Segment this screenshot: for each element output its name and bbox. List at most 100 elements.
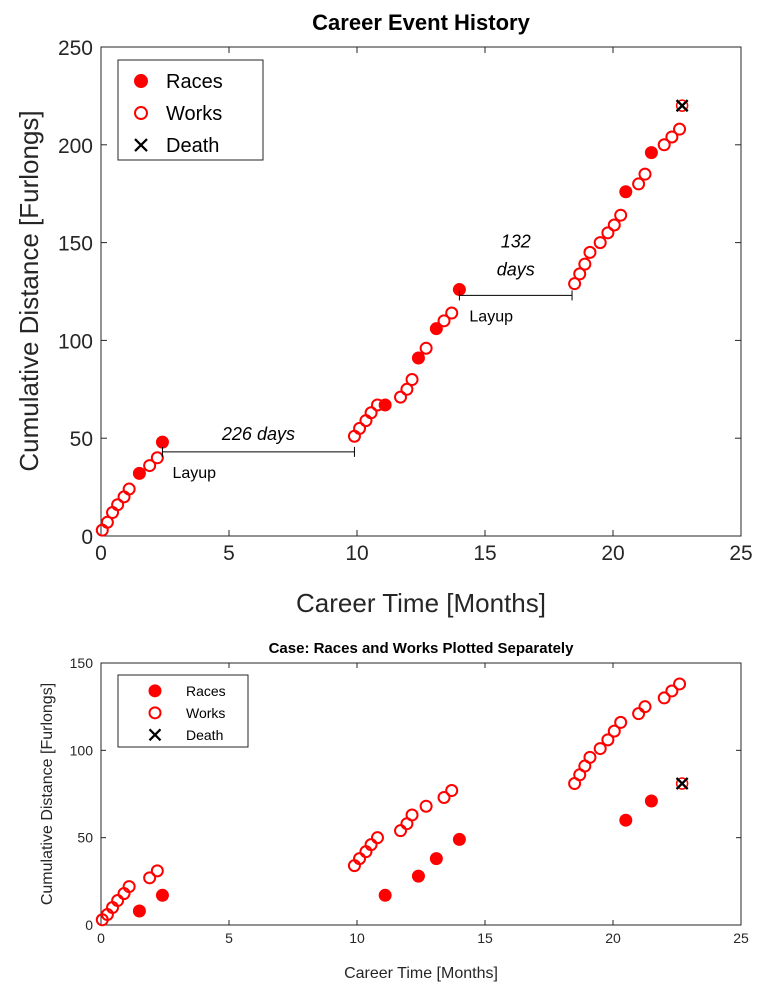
chart2-ytick-label: 0: [85, 917, 93, 933]
chart2-races-point: [132, 904, 146, 918]
chart2-x-axis-label: Career Time [Months]: [344, 965, 498, 982]
chart2-works-point: [150, 864, 164, 878]
chart2-legend-works-marker: [148, 706, 162, 720]
layup-note-label: Layup: [172, 465, 216, 482]
chart1-legend-works-label: Works: [166, 103, 222, 125]
chart2-works-point: [638, 700, 652, 714]
chart1-y-axis-label: Cumulative Distance [Furlongs]: [14, 110, 44, 471]
chart2-legend-races-label: Races: [186, 683, 226, 699]
chart1-works-point: [578, 257, 592, 271]
chart2-races-point: [429, 852, 443, 866]
chart1-works-point: [353, 421, 367, 435]
chart1-death-point: [675, 99, 689, 112]
chart1-works-point: [437, 314, 451, 328]
chart2-works-point: [614, 715, 628, 729]
chart1-legend-death-marker: [134, 138, 148, 152]
chart1-works-point: [632, 177, 646, 191]
chart1-works-point: [673, 122, 687, 136]
chart1-ytick-label: 0: [81, 526, 93, 549]
chart1-works-point: [122, 482, 136, 496]
chart2-xtick-label: 15: [477, 930, 493, 946]
chart1-works-point: [665, 130, 679, 144]
chart2-works-point: [607, 724, 621, 738]
chart1-ytick-label: 250: [58, 37, 93, 60]
chart2-y-axis-label: Cumulative Distance [Furlongs]: [39, 683, 56, 905]
chart1-works-point: [583, 245, 597, 259]
chart2-works-point: [353, 852, 367, 866]
chart1-works-point: [111, 498, 125, 512]
chart2-death-point: [675, 777, 689, 790]
chart2-races-point: [155, 888, 169, 902]
chart2-races-point: [619, 813, 633, 827]
chart1-legend-races-label: Races: [166, 71, 223, 93]
layup-note-label: Layup: [469, 308, 513, 325]
layup-duration-label: 226 days: [221, 424, 295, 444]
chart2-works-point: [111, 894, 125, 908]
chart2-works-point: [370, 831, 384, 845]
chart2-xtick-label: 10: [349, 930, 365, 946]
chart2-legend-works-label: Works: [186, 705, 225, 721]
chart1-races-point: [155, 435, 169, 449]
chart-races-works-separate: Case: Races and Works Plotted Separately…: [39, 640, 749, 982]
chart1-title: Career Event History: [312, 10, 530, 35]
chart2-works-point: [445, 784, 459, 798]
chart1-xtick-label: 25: [729, 542, 752, 565]
chart1-works-point: [657, 138, 671, 152]
chart2-death-point-stroke-b: [675, 777, 689, 790]
chart2-death-ring: [675, 777, 689, 790]
chart1-races-point: [644, 146, 658, 160]
chart2-works-point: [583, 750, 597, 764]
chart2-works-point: [657, 691, 671, 705]
chart2-works-point: [632, 707, 646, 721]
chart2-works-point: [593, 742, 607, 756]
chart1-legend-death-label: Death: [166, 135, 219, 157]
chart2-xtick-label: 5: [225, 930, 233, 946]
chart1-works-point: [607, 218, 621, 232]
chart1-xtick-label: 5: [223, 542, 235, 565]
chart1-works-point: [400, 382, 414, 396]
chart1-xtick-label: 20: [601, 542, 624, 565]
chart1-ytick-label: 50: [70, 428, 93, 451]
chart1-works-point: [150, 451, 164, 465]
chart2-xtick-label: 25: [733, 930, 749, 946]
chart2-races-point: [378, 888, 392, 902]
chart1-works-point: [601, 226, 615, 240]
chart2-works-point: [437, 790, 451, 804]
chart1-works-point: [593, 236, 607, 250]
chart1-ytick-label: 150: [58, 233, 93, 256]
chart2-xtick-label: 20: [605, 930, 621, 946]
chart2-legend-death-marker-stroke-b: [148, 728, 162, 742]
chart1-works-point: [405, 373, 419, 387]
chart2-races-point: [644, 794, 658, 808]
chart2-works-point: [673, 677, 687, 691]
chart1-layup-bracket-2: 132 days Layup: [458, 231, 573, 325]
chart2-works-point: [394, 824, 408, 838]
chart-career-event-history: Career Event History 0 5 10 15 20 25050100150…: [14, 10, 753, 618]
chart2-works-point: [405, 808, 419, 822]
chart1-x-axis-label: Career Time [Months]: [296, 588, 546, 618]
chart2-legend: Races Works Death: [117, 674, 249, 748]
chart1-works-point: [364, 406, 378, 420]
chart1-death-point-stroke-b: [675, 99, 689, 112]
chart2-xtick-label: 0: [97, 930, 105, 946]
chart1-works-point: [419, 341, 433, 355]
chart2-works-point: [364, 838, 378, 852]
chart1-xtick-label: 0: [95, 542, 107, 565]
chart2-ytick-label: 50: [77, 830, 93, 846]
chart1-ytick-label: 200: [58, 135, 93, 158]
chart1-works-point: [638, 167, 652, 181]
chart1-legend: Races Works Death: [117, 59, 264, 161]
chart2-legend-death-label: Death: [186, 727, 223, 743]
chart1-races-point: [411, 351, 425, 365]
chart1-works-point: [573, 267, 587, 281]
chart2-legend-races-marker: [148, 684, 162, 698]
chart1-legend-death-marker-stroke-b: [134, 138, 148, 152]
layup-duration-label: 132: [501, 231, 531, 251]
chart1-works-point: [143, 459, 157, 473]
chart1-races-point: [429, 322, 443, 336]
chart2-works-point: [143, 871, 157, 885]
chart1-xtick-label: 15: [473, 542, 496, 565]
layup-duration-label: days: [497, 259, 535, 279]
chart1-races-point: [619, 185, 633, 199]
